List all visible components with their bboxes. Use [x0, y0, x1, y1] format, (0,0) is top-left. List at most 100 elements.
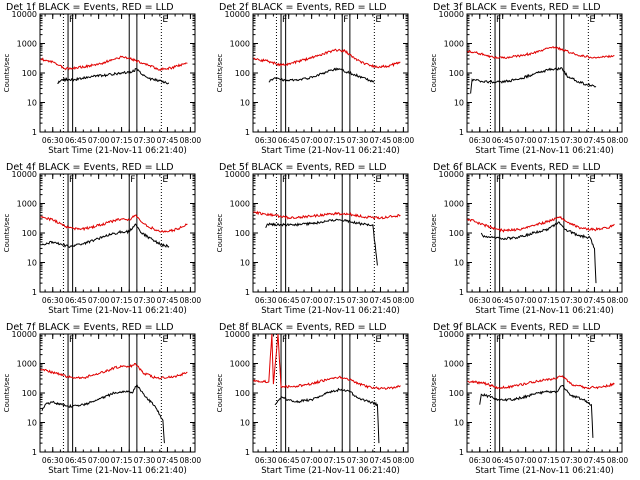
x-tick-label: 07:15 — [324, 136, 346, 145]
x-tick-label: 07:15 — [538, 456, 560, 465]
x-tick-label: 07:30 — [134, 456, 156, 465]
x-tick-label: 08:00 — [607, 136, 629, 145]
x-tick-label: 07:00 — [515, 136, 537, 145]
x-tick-label: 08:00 — [180, 456, 202, 465]
x-tick-label: 08:00 — [393, 296, 415, 305]
x-tick-label: 07:15 — [538, 136, 560, 145]
x-axis-label: Start Time (21-Nov-11 06:21:40) — [475, 146, 614, 156]
marker-label: E — [162, 15, 168, 25]
marker-label: E — [162, 175, 168, 185]
y-tick-label: 100 — [22, 389, 37, 398]
marker-label: F — [496, 15, 501, 25]
x-tick-label: 07:30 — [561, 456, 583, 465]
x-tick-label: 08:00 — [607, 296, 629, 305]
marker-label: F — [496, 335, 501, 345]
x-tick-label: 07:45 — [584, 296, 606, 305]
x-tick-label: 07:30 — [347, 456, 369, 465]
events-series-line — [268, 67, 375, 83]
x-tick-label: 07:45 — [584, 136, 606, 145]
panel-title: Det 7f BLACK = Events, RED = LLD — [6, 322, 174, 333]
x-tick-label: 06:45 — [65, 136, 87, 145]
panel-title: Det 5f BLACK = Events, RED = LLD — [219, 162, 387, 173]
x-tick-label: 07:15 — [111, 136, 133, 145]
y-tick-label: 100 — [449, 69, 464, 78]
x-tick-label: 07:15 — [111, 456, 133, 465]
x-tick-label: 07:00 — [301, 456, 323, 465]
y-tick-label: 1000 — [444, 200, 464, 209]
y-axis-label: Counts/sec — [3, 374, 11, 413]
panel-title: Det 3f BLACK = Events, RED = LLD — [433, 2, 601, 13]
plot-frame — [466, 13, 623, 133]
marker-label: F — [496, 175, 501, 185]
panel-title: Det 4f BLACK = Events, RED = LLD — [6, 162, 174, 173]
y-tick-label: 10000 — [225, 330, 250, 339]
y-tick-label: 1 — [245, 288, 250, 297]
x-tick-label: 06:45 — [278, 456, 300, 465]
x-tick-label: 07:30 — [134, 136, 156, 145]
x-tick-label: 07:45 — [584, 456, 606, 465]
marker-label: F — [69, 335, 74, 345]
y-tick-label: 10000 — [12, 10, 37, 19]
plot-frame — [466, 333, 623, 453]
marker-label: E — [589, 335, 595, 345]
x-tick-label: 06:30 — [469, 296, 491, 305]
x-axis-label: Start Time (21-Nov-11 06:21:40) — [475, 466, 614, 476]
y-tick-label: 10 — [240, 99, 250, 108]
y-axis-label: Counts/sec — [216, 214, 224, 253]
lld-series-line — [40, 55, 188, 71]
x-tick-label: 06:45 — [65, 456, 87, 465]
x-axis-label: Start Time (21-Nov-11 06:21:40) — [475, 306, 614, 316]
detector-panel: Det 8f BLACK = Events, RED = LLD 1 10 100 10… — [216, 322, 414, 476]
x-tick-label: 06:45 — [492, 136, 514, 145]
detector-panel: Det 5f BLACK = Events, RED = LLD 1 10 100 10… — [216, 162, 414, 316]
x-tick-label: 07:00 — [88, 296, 110, 305]
y-tick-label: 10 — [240, 419, 250, 428]
events-series-line — [41, 383, 165, 444]
marker-label: E — [375, 335, 381, 345]
x-tick-label: 06:30 — [255, 136, 277, 145]
y-tick-label: 10000 — [439, 330, 464, 339]
x-tick-label: 06:30 — [42, 136, 64, 145]
marker-label: F — [282, 335, 287, 345]
marker-label: F — [343, 15, 348, 25]
y-tick-label: 10 — [27, 99, 37, 108]
marker-label: E — [162, 335, 168, 345]
y-tick-label: 1000 — [444, 40, 464, 49]
y-tick-label: 10 — [27, 259, 37, 268]
x-tick-label: 06:45 — [278, 136, 300, 145]
y-tick-label: 100 — [235, 389, 250, 398]
y-tick-label: 1000 — [17, 360, 37, 369]
lld-series-line — [467, 215, 615, 233]
panel-title: Det 1f BLACK = Events, RED = LLD — [6, 2, 174, 13]
y-tick-label: 1000 — [17, 200, 37, 209]
y-tick-label: 100 — [22, 229, 37, 238]
x-axis-label: Start Time (21-Nov-11 06:21:40) — [261, 306, 400, 316]
detector-panel: Det 3f BLACK = Events, RED = LLD 1 10 100 10… — [430, 2, 628, 156]
x-tick-label: 07:45 — [157, 296, 179, 305]
x-tick-label: 08:00 — [393, 136, 415, 145]
marker-label: F — [130, 175, 135, 185]
plot-frame — [466, 173, 623, 293]
x-tick-label: 07:30 — [561, 296, 583, 305]
x-tick-label: 08:00 — [180, 296, 202, 305]
detector-panel: Det 4f BLACK = Events, RED = LLD 1 10 100 10… — [3, 162, 201, 316]
y-tick-label: 100 — [449, 389, 464, 398]
x-tick-label: 07:00 — [515, 296, 537, 305]
lld-series-line — [40, 363, 188, 380]
lld-series-line — [253, 210, 401, 220]
y-tick-label: 100 — [449, 229, 464, 238]
x-tick-label: 07:15 — [538, 296, 560, 305]
x-tick-label: 06:45 — [278, 296, 300, 305]
x-axis-label: Start Time (21-Nov-11 06:21:40) — [261, 146, 400, 156]
x-tick-label: 07:30 — [134, 296, 156, 305]
marker-label: E — [375, 175, 381, 185]
panel-title: Det 6f BLACK = Events, RED = LLD — [433, 162, 601, 173]
y-tick-label: 10 — [454, 99, 464, 108]
x-axis-label: Start Time (21-Nov-11 06:21:40) — [261, 466, 400, 476]
x-tick-label: 08:00 — [607, 456, 629, 465]
detector-panel: Det 6f BLACK = Events, RED = LLD 1 10 100 10… — [430, 162, 628, 316]
y-axis-label: Counts/sec — [216, 54, 224, 93]
y-axis-label: Counts/sec — [430, 374, 438, 413]
y-tick-label: 1000 — [230, 360, 250, 369]
x-tick-label: 06:30 — [255, 296, 277, 305]
